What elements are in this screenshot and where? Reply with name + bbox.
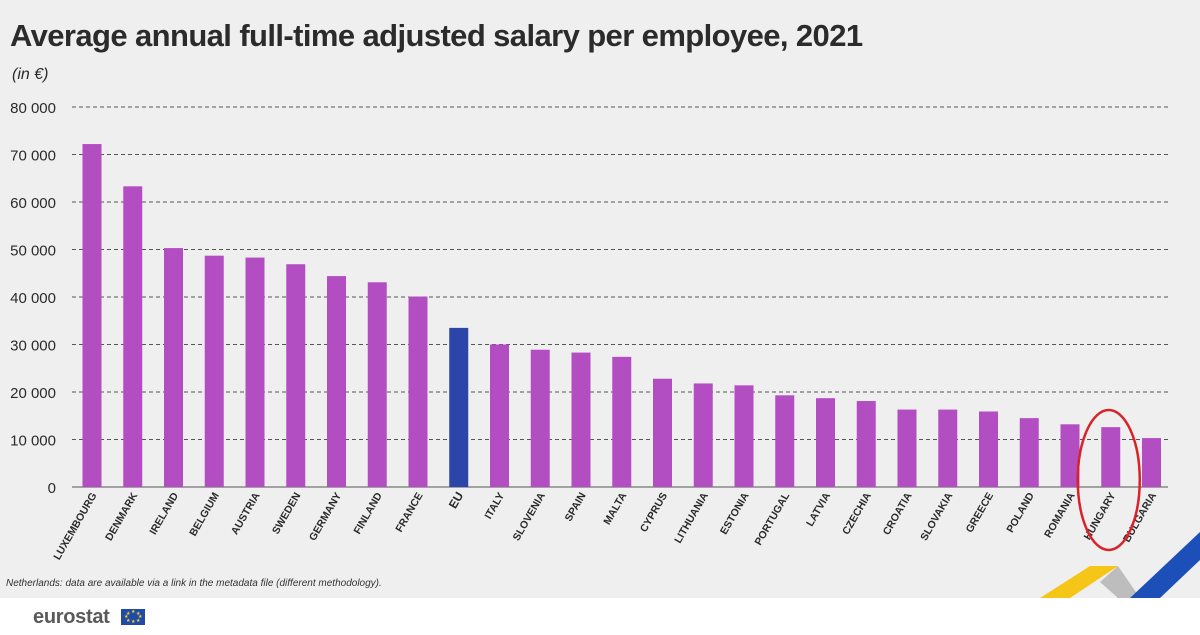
x-tick-label-germany: GERMANY xyxy=(307,491,344,543)
bar-malta xyxy=(612,356,632,487)
x-tick-label-croatia: CROATIA xyxy=(881,490,915,537)
x-tick-label-poland: POLAND xyxy=(1004,490,1037,535)
chart-panel xyxy=(0,0,1200,598)
x-tick-label-romania: ROMANIA xyxy=(1042,490,1078,540)
yellow-ribbon xyxy=(1040,566,1118,598)
bar-latvia xyxy=(816,398,835,487)
bar-greece xyxy=(979,411,998,487)
x-tick-label-france: FRANCE xyxy=(393,491,425,535)
decoration xyxy=(1040,408,1200,598)
blue-ribbon xyxy=(1130,532,1200,598)
y-tick-label: 30 000 xyxy=(10,338,56,355)
bar-chart: 0 10 000 20 000 30 000 40 000 50 000 60 000 70 … xyxy=(10,100,1200,598)
bar-france xyxy=(408,296,428,487)
x-tick-label-eu: EU xyxy=(446,490,466,511)
y-tick-label: 20 000 xyxy=(10,385,56,402)
bar-sweden xyxy=(286,264,306,487)
footnote: Netherlands: data are available via a li… xyxy=(6,578,382,589)
y-tick-label: 10 000 xyxy=(10,433,56,450)
bar-italy xyxy=(490,344,509,487)
bar-denmark xyxy=(123,186,143,487)
bar-germany xyxy=(327,276,346,487)
eu-flag-icon: ★ ★ ★ ★ ★ ★ ★ ★ xyxy=(121,609,145,625)
bar-cyprus xyxy=(653,378,672,487)
x-tick-label-portugal: PORTUGAL xyxy=(752,490,792,548)
x-tick-label-malta: MALTA xyxy=(601,490,629,527)
x-tick-label-slovakia: SLOVAKIA xyxy=(918,490,955,543)
bar-finland xyxy=(367,282,387,487)
x-tick-label-belgium: BELGIUM xyxy=(187,490,222,538)
bar-slovenia xyxy=(530,349,550,487)
x-tick-label-greece: GREECE xyxy=(964,491,997,535)
bar-slovakia xyxy=(938,409,958,487)
y-tick-label: 0 xyxy=(48,480,56,497)
x-tick-label-luxembourg: LUXEMBOURG xyxy=(51,491,99,563)
y-tick-label: 40 000 xyxy=(10,290,56,307)
unit-label: (in €) xyxy=(12,66,49,83)
chart-title: Average annual full-time adjusted salary… xyxy=(10,18,863,53)
y-tick-label: 80 000 xyxy=(10,100,56,117)
bar-luxembourg xyxy=(82,144,102,488)
x-tick-label-denmark: DENMARK xyxy=(103,490,140,543)
x-tick-label-finland: FINLAND xyxy=(351,490,385,536)
x-tick-label-cyprus: CYPRUS xyxy=(638,491,670,535)
bar-poland xyxy=(1019,418,1039,487)
bar-spain xyxy=(571,352,591,487)
bar-croatia xyxy=(897,409,917,487)
bar-portugal xyxy=(775,395,795,487)
bars xyxy=(82,144,1161,488)
bar-bulgaria xyxy=(1142,438,1161,487)
y-tick-label: 60 000 xyxy=(10,195,56,212)
bar-lithuania xyxy=(693,383,713,487)
bar-czechia xyxy=(856,401,876,487)
y-tick-label: 50 000 xyxy=(10,243,56,260)
bar-romania xyxy=(1060,424,1080,487)
bar-eu xyxy=(449,327,469,487)
bar-ireland xyxy=(164,248,183,487)
x-tick-label-hungary: HUNGARY xyxy=(1082,491,1119,543)
x-tick-label-ireland: IRELAND xyxy=(147,490,181,537)
x-tick-label-austria: AUSTRIA xyxy=(229,490,263,537)
x-tick-label-spain: SPAIN xyxy=(563,491,589,524)
x-tick-label-slovenia: SLOVENIA xyxy=(511,490,548,543)
footer-bar xyxy=(0,598,1200,635)
bar-belgium xyxy=(204,255,224,487)
grey-ribbon xyxy=(1100,566,1140,598)
x-tick-label-estonia: ESTONIA xyxy=(718,490,752,537)
x-tick-label-italy: ITALY xyxy=(482,491,507,522)
x-tick-label-sweden: SWEDEN xyxy=(270,491,303,537)
bar-hungary xyxy=(1101,427,1121,487)
y-tick-label: 70 000 xyxy=(10,148,56,165)
x-axis-labels: LUXEMBOURG DENMARK IRELAND BELGIUM AUSTRIA SW… xyxy=(51,490,1159,563)
highlight-circle xyxy=(1076,408,1141,552)
x-tick-label-czechia: CZECHIA xyxy=(840,490,874,537)
bar-estonia xyxy=(734,385,754,487)
y-axis-ticks: 0 10 000 20 000 30 000 40 000 50 000 60 000 70 … xyxy=(10,100,56,497)
x-tick-label-latvia: LATVIA xyxy=(804,490,833,529)
bar-austria xyxy=(245,257,265,487)
x-tick-label-lithuania: LITHUANIA xyxy=(672,490,711,545)
eurostat-logo[interactable]: eurostat xyxy=(33,606,110,628)
